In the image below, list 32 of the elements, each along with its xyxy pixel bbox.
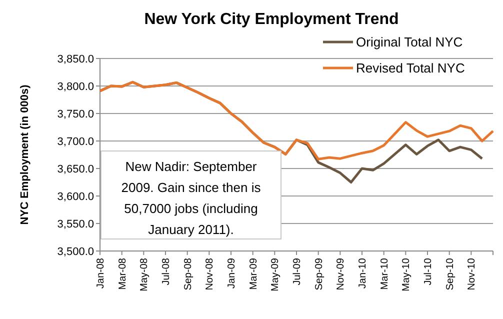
x-tick-label: Jan-08 [96,258,106,289]
x-tick-label: Sep-08 [182,258,194,290]
x-tick-label: Mar-08 [117,258,128,290]
x-tick-label: Nov-08 [204,258,216,290]
x-tick-label: Sep-10 [444,258,456,290]
chart-title: New York City Employment Trend [144,11,399,28]
y-tick-label: 3,850.0 [57,53,94,66]
legend-label: Original Total NYC [356,34,463,50]
x-tick-label: May-09 [270,258,282,292]
y-tick-label: 3,700.0 [57,136,94,148]
x-tick-label: Jan-10 [358,258,368,289]
line-series [98,80,494,160]
x-tick-label: May-10 [401,258,412,292]
x-tick-label: Nov-10 [466,258,478,290]
x-tick-label: Nov-09 [336,258,347,290]
x-tick-label: Jul-10 [423,258,434,286]
x-tick-label: Jan-09 [226,258,238,289]
annotation: New Nadir: September 2009. Gain since then is 50,7000 jobs (including January 2011). [121,159,262,237]
x-tick-label: Jul-08 [161,258,172,286]
x-tick-label: Sep-09 [314,258,325,290]
x-tick-label: May-08 [139,258,150,292]
y-tick-label: 3,750.0 [57,108,94,120]
x-tick-label: Mar-10 [379,258,390,290]
x-tick-label: Mar-09 [248,258,260,290]
y-tick-label: 3,650.0 [57,163,94,176]
x-tick-label: Jul-09 [292,258,303,286]
y-tick-label: 3,800.0 [57,80,94,93]
y-tick-label: 3,550.0 [57,218,94,230]
y-tick-label: 3,500.0 [57,246,94,258]
legend-label: Revised Total NYC [356,60,465,76]
y-tick-label: 3,600.0 [57,190,94,203]
y-axis-title: NYC Employment (in 000s) [19,84,31,225]
